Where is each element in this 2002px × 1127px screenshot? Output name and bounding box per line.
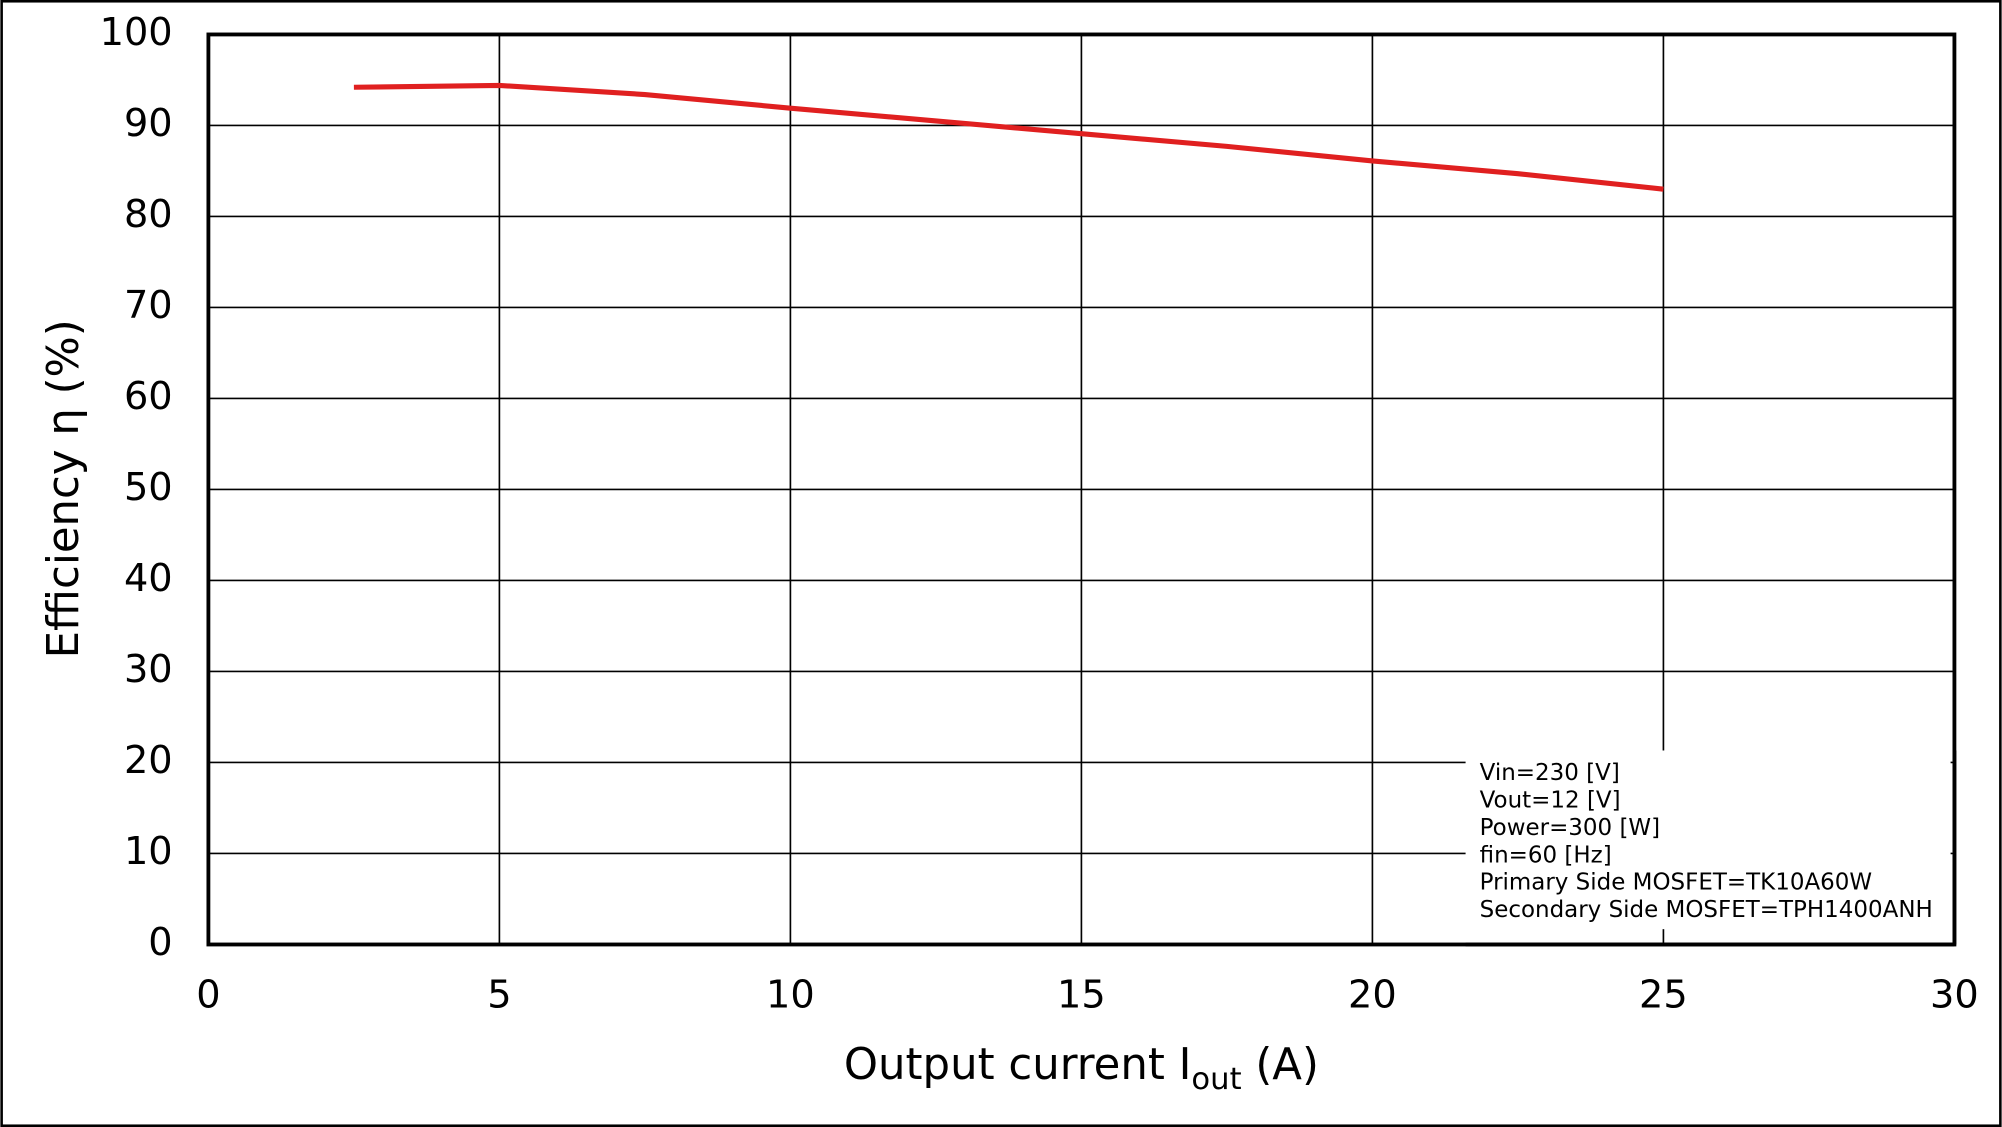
x-tick-label: 30: [1930, 972, 1979, 1017]
annotation: Vout=12 [V]: [1480, 787, 1621, 813]
y-tick-label: 0: [148, 920, 172, 965]
y-tick-label: 10: [124, 829, 173, 874]
x-tick-label: 10: [766, 972, 815, 1017]
x-label-subscript: out: [1191, 1061, 1241, 1096]
annotation: Secondary Side MOSFET=TPH1400ANH: [1480, 897, 1933, 923]
y-tick-label: 70: [124, 283, 173, 328]
plot-frame: [206, 32, 1957, 947]
x-tick-label: 25: [1639, 972, 1688, 1017]
y-tick-label: 60: [124, 374, 173, 419]
y-tick-label: 90: [124, 101, 173, 146]
y-axis-label: Efficiency η (%): [39, 319, 89, 658]
x-label-unit: (A): [1242, 1040, 1319, 1090]
x-tick-label: 15: [1057, 972, 1106, 1017]
y-tick-label: 100: [100, 10, 173, 55]
annotation-box: [1465, 750, 1951, 930]
y-tick-label: 20: [124, 738, 173, 783]
annotation: Vin=230 [V]: [1480, 760, 1620, 786]
x-tick-label: 20: [1348, 972, 1397, 1017]
data-line: [353, 82, 1664, 192]
x-axis-label: Output current Iout (A): [844, 1040, 1319, 1097]
y-tick-label: 50: [124, 465, 173, 510]
y-tick-label: 40: [124, 556, 173, 601]
y-tick-label: 30: [124, 647, 173, 692]
annotation: fin=60 [Hz]: [1480, 842, 1612, 868]
x-tick-label: 5: [487, 972, 511, 1017]
x-label-main: Output current I: [844, 1040, 1192, 1090]
annotation: Power=300 [W]: [1480, 815, 1660, 841]
annotation: Primary Side MOSFET=TK10A60W: [1480, 870, 1872, 896]
x-tick-label: 0: [196, 972, 220, 1017]
y-tick-label: 80: [124, 192, 173, 237]
